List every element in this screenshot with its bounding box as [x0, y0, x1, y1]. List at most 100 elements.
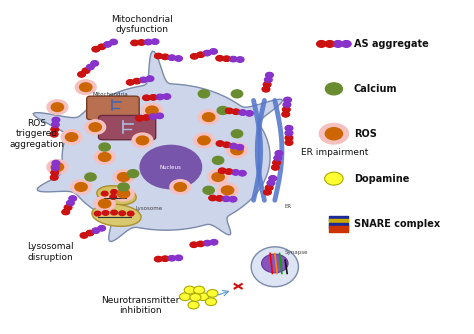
Circle shape: [198, 293, 209, 301]
Circle shape: [216, 141, 224, 146]
Circle shape: [325, 83, 342, 95]
Circle shape: [193, 133, 214, 148]
Circle shape: [191, 54, 198, 59]
Circle shape: [325, 172, 343, 185]
Circle shape: [232, 170, 239, 175]
Circle shape: [232, 109, 240, 115]
Circle shape: [51, 163, 64, 171]
Circle shape: [190, 242, 198, 247]
Circle shape: [92, 228, 100, 233]
Circle shape: [104, 42, 111, 47]
Circle shape: [85, 173, 96, 181]
Circle shape: [99, 153, 111, 161]
Circle shape: [209, 195, 217, 201]
Circle shape: [136, 116, 143, 121]
Circle shape: [52, 165, 59, 171]
Circle shape: [342, 41, 351, 47]
Circle shape: [109, 39, 118, 45]
Circle shape: [212, 156, 224, 164]
Text: ER impairment: ER impairment: [301, 148, 368, 157]
Circle shape: [78, 72, 85, 77]
Circle shape: [62, 209, 70, 215]
Circle shape: [267, 180, 275, 186]
Circle shape: [285, 140, 293, 145]
Circle shape: [231, 90, 243, 98]
Text: Nucleus: Nucleus: [160, 165, 182, 169]
Circle shape: [282, 112, 290, 117]
Circle shape: [111, 190, 118, 194]
Circle shape: [236, 57, 244, 62]
Circle shape: [246, 111, 253, 116]
Circle shape: [275, 151, 283, 156]
Circle shape: [86, 230, 94, 236]
Circle shape: [75, 80, 96, 95]
Circle shape: [113, 170, 134, 184]
Circle shape: [128, 211, 134, 216]
Circle shape: [89, 123, 101, 131]
Circle shape: [285, 135, 293, 141]
Circle shape: [137, 136, 149, 145]
Circle shape: [66, 200, 74, 206]
Circle shape: [102, 210, 109, 215]
Circle shape: [227, 143, 247, 158]
Circle shape: [231, 130, 243, 138]
Text: Lysosome: Lysosome: [136, 206, 163, 211]
Circle shape: [216, 55, 224, 61]
Circle shape: [146, 106, 158, 115]
Text: Neurotransmitter
inhibition: Neurotransmitter inhibition: [101, 296, 179, 315]
Circle shape: [94, 196, 115, 211]
Text: Synapse: Synapse: [284, 250, 308, 255]
Circle shape: [175, 255, 182, 261]
Circle shape: [118, 173, 130, 181]
Circle shape: [222, 196, 230, 201]
Circle shape: [142, 115, 150, 120]
Circle shape: [161, 256, 169, 262]
Text: Calcium: Calcium: [354, 84, 397, 94]
Circle shape: [239, 110, 246, 115]
Circle shape: [133, 78, 141, 84]
Circle shape: [202, 113, 215, 122]
Circle shape: [127, 80, 134, 85]
Circle shape: [333, 41, 343, 47]
Circle shape: [273, 160, 281, 165]
Circle shape: [184, 286, 195, 294]
Circle shape: [110, 195, 117, 199]
Circle shape: [85, 120, 106, 134]
Text: ER: ER: [284, 204, 292, 209]
Circle shape: [119, 211, 126, 215]
Circle shape: [131, 40, 138, 46]
Circle shape: [64, 205, 72, 210]
Ellipse shape: [97, 186, 136, 205]
Text: Dopamine: Dopamine: [354, 174, 409, 184]
Circle shape: [155, 53, 162, 59]
Circle shape: [272, 165, 279, 170]
Circle shape: [283, 97, 292, 103]
Circle shape: [145, 39, 152, 45]
Circle shape: [207, 290, 218, 297]
Circle shape: [142, 103, 162, 118]
Circle shape: [98, 44, 106, 49]
Circle shape: [101, 191, 108, 196]
Circle shape: [198, 90, 210, 98]
Circle shape: [52, 122, 59, 127]
Circle shape: [216, 196, 223, 201]
Circle shape: [217, 183, 238, 198]
Circle shape: [197, 52, 205, 57]
Circle shape: [50, 132, 58, 137]
Circle shape: [188, 301, 199, 309]
Circle shape: [139, 77, 147, 82]
Circle shape: [146, 76, 154, 81]
Circle shape: [155, 257, 162, 262]
Circle shape: [132, 133, 153, 148]
Circle shape: [91, 61, 99, 66]
Text: Lysosomal
disruption: Lysosomal disruption: [27, 242, 73, 262]
Circle shape: [317, 41, 326, 47]
Circle shape: [65, 133, 78, 141]
Polygon shape: [33, 51, 283, 241]
Circle shape: [156, 113, 164, 119]
Circle shape: [285, 126, 293, 131]
Circle shape: [86, 64, 94, 70]
Circle shape: [92, 46, 100, 52]
Circle shape: [264, 77, 272, 82]
Ellipse shape: [251, 247, 299, 287]
